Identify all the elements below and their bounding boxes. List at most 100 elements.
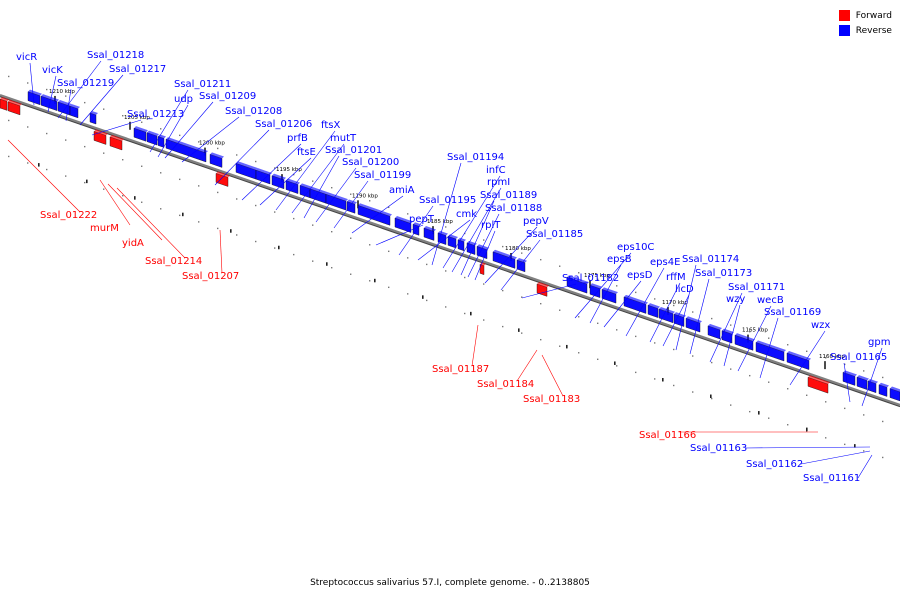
reverse-gene-top <box>735 333 755 342</box>
scale-label: 1200 kbp <box>199 141 225 147</box>
guide-dot <box>274 167 276 169</box>
guide-dot <box>483 319 485 321</box>
reverse-gene <box>786 352 810 370</box>
guide-dot <box>540 338 542 341</box>
reverse-leader <box>574 252 632 319</box>
reverse-gene-label: Ssal_01174 <box>682 254 739 265</box>
guide-dot <box>749 410 751 413</box>
reverse-leader <box>737 305 772 372</box>
guide-dot <box>635 291 637 294</box>
reverse-gene <box>673 313 685 327</box>
reverse-gene-label: rplT <box>481 220 501 231</box>
reverse-gene-label: Ssal_01169 <box>764 307 821 318</box>
scale-label: 1170 kbp <box>662 300 688 306</box>
guide-dot <box>502 325 504 328</box>
guide-dot <box>464 276 466 279</box>
guide-dot <box>654 298 656 300</box>
reverse-leader <box>214 129 270 186</box>
reverse-gene-label: udp <box>174 94 193 105</box>
reverse-gene-top <box>857 375 869 381</box>
reverse-gene <box>476 245 488 260</box>
reverse-gene-top <box>28 89 42 96</box>
scale-label: 1165 kbp <box>742 328 768 334</box>
guide-dot <box>407 213 409 215</box>
guide-dot <box>825 357 827 359</box>
forward-leader <box>107 183 163 241</box>
reverse-leader <box>241 143 302 201</box>
forward-gene-label: Ssal_01166 <box>639 430 696 441</box>
reverse-gene-top <box>756 340 786 353</box>
guide-dot <box>426 299 428 302</box>
guide-dot <box>825 437 827 439</box>
guide-dot <box>65 175 67 177</box>
guide-dot <box>179 178 181 181</box>
backbone-shadow <box>0 95 900 408</box>
guide-dot <box>787 344 789 346</box>
reverse-gene-top <box>286 178 300 185</box>
guide-dot <box>616 285 618 287</box>
reverse-leader <box>625 267 665 337</box>
guide-dot <box>692 355 694 357</box>
guide-dot <box>749 330 751 333</box>
guide-dot <box>255 204 257 207</box>
guide-dot <box>502 289 504 292</box>
reverse-gene-top <box>879 382 889 388</box>
reverse-gene-label: Ssal_01200 <box>342 157 399 168</box>
guide-dot <box>160 172 162 174</box>
reverse-gene-label: Ssal_01163 <box>690 443 747 454</box>
guide-dot <box>597 358 599 361</box>
reverse-gene <box>346 201 356 214</box>
guide-dot <box>293 253 295 256</box>
reverse-leader <box>333 180 369 229</box>
guide-dot <box>635 335 637 338</box>
guide-tick <box>326 262 328 266</box>
guide-dot <box>407 293 409 295</box>
reverse-gene-top <box>347 199 357 205</box>
guide-dot <box>388 250 390 253</box>
guide-dot <box>103 108 105 110</box>
reverse-leader <box>157 104 189 158</box>
forward-gene <box>479 264 485 275</box>
reverse-gene-top <box>90 110 98 116</box>
reverse-leader <box>451 187 502 273</box>
reverse-gene-label: Ssal_01209 <box>199 91 256 102</box>
guide-tick <box>662 377 664 382</box>
reverse-gene-top <box>567 275 589 285</box>
guide-dot <box>445 270 447 272</box>
guide-tick <box>566 344 568 349</box>
guide-dot <box>84 181 86 184</box>
reverse-gene-label: Ssal_01188 <box>485 203 542 214</box>
guide-dot <box>217 191 219 194</box>
guide-tick <box>134 196 136 200</box>
reverse-gene-label: Ssal_01199 <box>354 170 411 181</box>
guide-dot <box>236 198 238 200</box>
reverse-gene-top <box>41 94 59 102</box>
guide-dot <box>27 126 29 128</box>
reverse-gene-label: Ssal_01161 <box>803 473 860 484</box>
reverse-gene-top <box>326 192 348 202</box>
forward-leader <box>471 324 479 367</box>
guide-dot <box>331 266 333 269</box>
guide-dot <box>27 82 29 84</box>
forward-gene-top <box>808 375 830 385</box>
guide-dot <box>730 368 732 370</box>
guide-tick <box>806 427 808 432</box>
reverse-gene-top <box>438 230 448 236</box>
reverse-leader <box>57 60 102 119</box>
guide-dot <box>8 119 10 122</box>
guide-dot <box>312 180 314 182</box>
reverse-leader <box>521 283 577 299</box>
guide-dot <box>597 278 599 281</box>
guide-dot <box>312 224 314 226</box>
reverse-leader <box>723 304 741 367</box>
forward-leader <box>516 349 538 382</box>
forward-gene-label: Ssal_01214 <box>145 256 202 267</box>
reverse-leader <box>275 130 336 211</box>
guide-dot <box>8 155 10 158</box>
guide-dot <box>711 317 713 320</box>
forward-leader <box>99 179 131 226</box>
forward-leader <box>219 229 223 274</box>
reverse-gene-top <box>236 161 258 171</box>
reverse-gene-label: Ssal_01171 <box>728 282 785 293</box>
reverse-gene-top <box>787 351 811 361</box>
